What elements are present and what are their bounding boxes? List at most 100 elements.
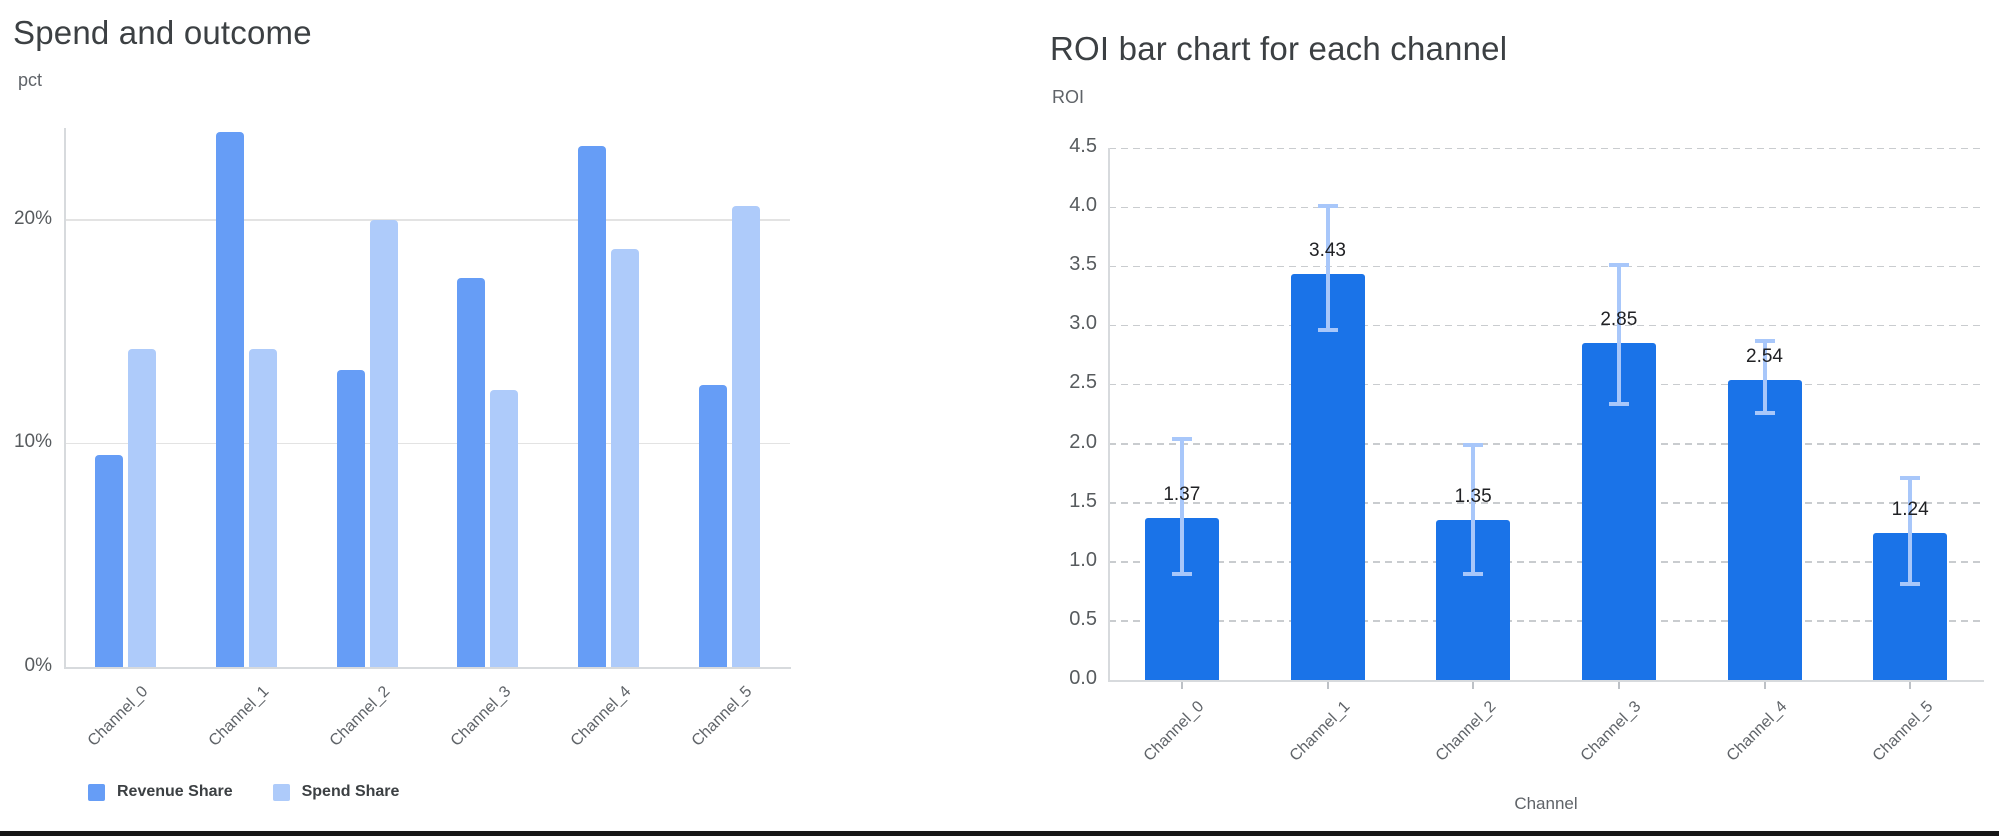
gridline-dashed — [1109, 147, 1983, 149]
error-bar-cap-top — [1463, 442, 1484, 447]
roi-x-axis-title: Channel — [1514, 794, 1578, 813]
bar-roi — [1727, 379, 1802, 680]
bar-revenue-share — [94, 454, 123, 667]
error-bar-cap-bottom — [1317, 328, 1338, 333]
bar-roi — [1144, 518, 1219, 680]
bar-value-label: 1.35 — [1454, 486, 1492, 508]
y-axis-line — [1108, 148, 1110, 680]
gridline-dashed — [1109, 561, 1983, 563]
bar-roi — [1290, 274, 1365, 680]
error-bar-line — [1762, 339, 1767, 414]
x-tick-label-text: Channel_0 — [1141, 698, 1208, 765]
bottom-window-divider — [0, 831, 1999, 836]
error-bar-cap-bottom — [1754, 411, 1775, 415]
y-tick-label: 2.5 — [1069, 371, 1097, 394]
error-bar-cap-top — [1171, 436, 1192, 441]
bar-spend-share — [490, 389, 519, 667]
x-tick-label-text: Channel_4 — [568, 683, 635, 750]
error-bar-line — [1179, 437, 1184, 575]
legend-label-revenue-share: Revenue Share — [117, 783, 233, 800]
gridline-dashed — [1109, 443, 1983, 445]
error-bar-cap-top — [1754, 338, 1775, 343]
bar-roi — [1581, 343, 1656, 680]
y-tick-label: 4.5 — [1069, 135, 1097, 157]
gridline-dashed — [1109, 383, 1983, 386]
x-tick-label-text: Channel_0 — [84, 683, 152, 750]
y-tick-label: 0.0 — [1069, 667, 1097, 689]
error-bar-cap-bottom — [1608, 401, 1629, 406]
bar-spend-share — [369, 219, 398, 667]
gridline — [65, 442, 790, 445]
legend-swatch-revenue-share — [88, 783, 105, 801]
x-tick-label-text: Channel_2 — [326, 683, 394, 750]
error-bar-cap-bottom — [1463, 571, 1484, 576]
error-bar-cap-bottom — [1900, 582, 1921, 587]
error-bar-cap-top — [1608, 262, 1629, 267]
x-tick-mark — [1472, 682, 1475, 689]
x-tick-label-text: Channel_3 — [447, 683, 514, 750]
y-tick-label: 20% — [13, 207, 52, 229]
legend-item-revenue-share: Revenue Share — [88, 783, 233, 801]
error-bar-cap-top — [1900, 475, 1921, 480]
bar-value-label: 1.24 — [1891, 499, 1929, 521]
y-tick-label: 0% — [24, 655, 52, 676]
x-tick-mark — [1909, 682, 1912, 689]
y-tick-label: 4.0 — [1069, 194, 1097, 217]
gridline-dashed — [1109, 265, 1983, 268]
error-bar-line — [1471, 443, 1476, 575]
x-axis-line — [1108, 680, 1984, 682]
bar-value-label: 1.37 — [1163, 484, 1201, 506]
bar-value-label: 2.85 — [1600, 309, 1638, 331]
x-tick-label-text: Channel_1 — [1286, 698, 1354, 765]
y-tick-label: 0.5 — [1069, 607, 1097, 630]
gridline-dashed — [1109, 324, 1983, 327]
bar-spend-share — [127, 349, 156, 667]
roi-y-unit-label: ROI — [1052, 87, 1085, 107]
error-bar-cap-top — [1317, 203, 1338, 208]
error-bar-line — [1908, 476, 1913, 586]
x-tick-label-text: Channel_3 — [1578, 698, 1645, 765]
legend-item-spend-share: Spend Share — [272, 783, 400, 801]
x-tick-label-text: Channel_2 — [1432, 698, 1500, 765]
error-bar-line — [1325, 204, 1330, 332]
y-tick-label: 1.0 — [1069, 548, 1097, 571]
bar-value-label: 3.43 — [1309, 240, 1346, 262]
legend: Revenue Share Spend Share — [88, 783, 439, 801]
x-tick-mark — [1617, 682, 1620, 689]
error-bar-cap-bottom — [1171, 571, 1192, 576]
gridline-dashed — [1109, 620, 1983, 622]
bar-revenue-share — [457, 277, 486, 667]
y-tick-label: 2.0 — [1069, 430, 1097, 453]
x-tick-label-text: Channel_1 — [205, 683, 273, 750]
y-tick-label: 3.5 — [1069, 253, 1097, 276]
spend-outcome-y-unit-label: pct — [18, 70, 43, 90]
x-tick-mark — [1763, 682, 1766, 689]
bar-revenue-share — [578, 145, 607, 667]
x-axis-line — [64, 667, 791, 669]
bar-roi — [1436, 520, 1511, 680]
gridline — [65, 219, 790, 221]
y-axis-line — [64, 128, 66, 667]
y-tick-label: 10% — [13, 431, 52, 453]
error-bar-line — [1616, 263, 1621, 405]
spend-outcome-title: Spend and outcome — [13, 14, 312, 51]
y-tick-label: 1.5 — [1069, 489, 1097, 512]
gridline-dashed — [1109, 206, 1983, 209]
legend-swatch-spend-share — [272, 783, 290, 801]
x-tick-mark — [1326, 682, 1329, 689]
bar-spend-share — [248, 349, 277, 667]
gridline-dashed — [1109, 502, 1983, 504]
bar-spend-share — [732, 206, 761, 667]
legend-label-spend-share: Spend Share — [301, 783, 400, 800]
x-tick-mark — [1180, 682, 1183, 689]
bar-roi — [1873, 533, 1948, 680]
bar-revenue-share — [336, 369, 365, 667]
bar-spend-share — [611, 248, 640, 667]
x-tick-label-text: Channel_5 — [688, 683, 756, 750]
bar-revenue-share — [215, 132, 244, 667]
bar-revenue-share — [699, 385, 728, 667]
x-tick-label-text: Channel_4 — [1723, 698, 1791, 765]
y-tick-label: 3.0 — [1069, 312, 1097, 335]
